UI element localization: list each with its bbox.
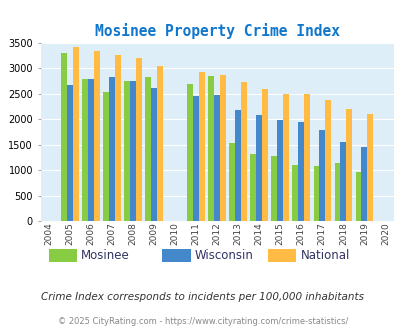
- Bar: [220, 76, 226, 221]
- Bar: [187, 83, 193, 221]
- Bar: [256, 115, 262, 221]
- Bar: [235, 110, 241, 221]
- Bar: [67, 85, 73, 221]
- Bar: [319, 130, 324, 221]
- Bar: [103, 92, 109, 221]
- Text: Wisconsin: Wisconsin: [194, 249, 253, 262]
- Bar: [334, 163, 339, 221]
- Bar: [124, 81, 130, 221]
- Text: Mosinee: Mosinee: [81, 249, 130, 262]
- Bar: [303, 94, 309, 221]
- Bar: [115, 55, 121, 221]
- Bar: [313, 166, 319, 221]
- Bar: [82, 79, 88, 221]
- Bar: [193, 96, 198, 221]
- Text: Crime Index corresponds to incidents per 100,000 inhabitants: Crime Index corresponds to incidents per…: [41, 292, 364, 302]
- Text: © 2025 CityRating.com - https://www.cityrating.com/crime-statistics/: © 2025 CityRating.com - https://www.city…: [58, 317, 347, 326]
- Bar: [94, 51, 100, 221]
- Bar: [208, 76, 214, 221]
- Bar: [283, 94, 288, 221]
- Bar: [61, 53, 67, 221]
- Bar: [241, 82, 247, 221]
- Bar: [136, 58, 142, 221]
- Bar: [157, 66, 162, 221]
- Bar: [130, 81, 136, 221]
- Bar: [151, 88, 157, 221]
- Bar: [360, 147, 367, 221]
- Text: National: National: [300, 249, 349, 262]
- Bar: [198, 72, 205, 221]
- Bar: [109, 77, 115, 221]
- Bar: [262, 89, 267, 221]
- Bar: [88, 79, 94, 221]
- Bar: [292, 165, 298, 221]
- Bar: [298, 122, 303, 221]
- Bar: [73, 48, 79, 221]
- Bar: [345, 109, 351, 221]
- Title: Mosinee Property Crime Index: Mosinee Property Crime Index: [94, 23, 339, 39]
- Bar: [339, 142, 345, 221]
- Bar: [214, 95, 220, 221]
- Bar: [355, 172, 360, 221]
- Bar: [367, 114, 372, 221]
- Bar: [145, 77, 151, 221]
- Bar: [250, 154, 256, 221]
- Bar: [271, 156, 277, 221]
- Bar: [277, 120, 283, 221]
- Bar: [324, 100, 330, 221]
- Bar: [229, 143, 235, 221]
